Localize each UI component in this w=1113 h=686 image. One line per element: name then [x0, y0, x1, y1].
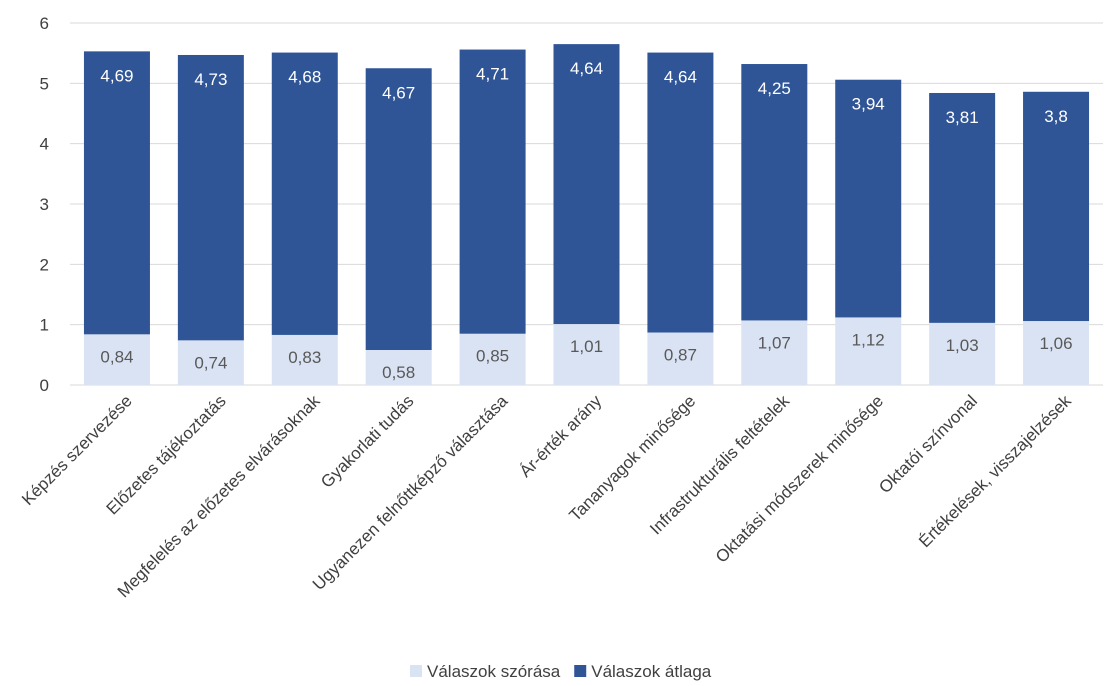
data-label-szoras: 0,87	[664, 346, 697, 365]
legend-label: Válaszok átlaga	[591, 662, 712, 681]
data-label-atlag: 4,64	[570, 59, 603, 78]
data-label-atlag: 4,67	[382, 83, 415, 102]
y-tick-label: 5	[40, 74, 49, 93]
bar-segment-atlag	[647, 52, 714, 333]
data-label-szoras: 1,07	[758, 333, 791, 352]
legend-swatch	[410, 665, 422, 677]
x-category-label: Ár-érték arány	[516, 391, 606, 481]
data-label-atlag: 3,81	[946, 108, 979, 127]
bar-segment-atlag	[271, 52, 338, 335]
data-label-atlag: 4,73	[194, 70, 227, 89]
data-labels: 0,84 4,69 0,74 4,73 0,83 4,68 0,58 4,67 0,85 4,71…	[100, 59, 1072, 382]
bar-segment-szoras	[835, 317, 902, 385]
bar-segment-szoras	[459, 333, 526, 385]
data-label-atlag: 4,69	[100, 66, 133, 85]
bar-segment-szoras	[1023, 321, 1090, 385]
bar-segment-atlag	[553, 44, 620, 325]
data-label-szoras: 0,74	[194, 353, 227, 372]
bar-segment-szoras	[553, 324, 620, 385]
data-label-atlag: 4,71	[476, 65, 509, 84]
bar-segment-szoras	[929, 322, 996, 385]
bars	[83, 44, 1090, 385]
data-label-szoras: 0,84	[100, 347, 133, 366]
bar-segment-szoras	[83, 334, 150, 385]
data-label-szoras: 1,01	[570, 337, 603, 356]
x-category-label: Megfelelés az előzetes elvárásoknak	[114, 391, 324, 601]
data-label-atlag: 3,94	[852, 95, 885, 114]
data-label-atlag: 4,68	[288, 68, 321, 87]
data-label-atlag: 4,64	[664, 68, 697, 87]
bar-segment-szoras	[271, 334, 338, 385]
bar-segment-atlag	[177, 54, 244, 341]
legend-swatch	[574, 665, 587, 677]
data-label-szoras: 1,06	[1039, 334, 1072, 353]
data-label-szoras: 0,83	[288, 348, 321, 367]
x-category-label: Értékelések, visszajelzések	[915, 391, 1075, 551]
data-label-atlag: 4,25	[758, 79, 791, 98]
bar-segment-atlag	[835, 79, 902, 318]
bar-segment-szoras	[647, 332, 714, 385]
bar-segment-szoras	[177, 340, 244, 385]
bar-segment-atlag	[365, 68, 432, 351]
legend: Válaszok szórása Válaszok átlaga	[410, 662, 712, 681]
bar-segment-szoras	[741, 320, 808, 385]
y-tick-label: 6	[40, 14, 49, 33]
y-tick-label: 1	[40, 316, 49, 335]
data-label-atlag: 3,8	[1044, 107, 1068, 126]
bar-segment-atlag	[83, 51, 150, 335]
x-category-label: Oktatási módszerek minősége	[712, 391, 887, 566]
bar-segment-szoras	[365, 350, 432, 385]
x-category-label: Gyakorlati tudás	[317, 391, 417, 491]
bar-segment-atlag	[1023, 91, 1090, 322]
data-label-szoras: 0,58	[382, 363, 415, 382]
data-label-szoras: 0,85	[476, 347, 509, 366]
legend-label: Válaszok szórása	[427, 662, 561, 681]
y-tick-label: 4	[40, 135, 49, 154]
data-label-szoras: 1,12	[852, 330, 885, 349]
x-category-label: Ugyanezen felnőttképző választása	[309, 391, 512, 594]
bar-segment-atlag	[741, 64, 808, 321]
y-axis-tick-labels: 0 1 2 3 4 5 6	[40, 14, 49, 395]
bar-segment-atlag	[929, 92, 996, 323]
bar-segment-atlag	[459, 49, 526, 334]
y-tick-label: 3	[40, 195, 49, 214]
y-tick-label: 0	[40, 376, 49, 395]
data-label-szoras: 1,03	[946, 336, 979, 355]
x-category-label: Oktatói színvonal	[875, 391, 981, 497]
y-tick-label: 2	[40, 255, 49, 274]
